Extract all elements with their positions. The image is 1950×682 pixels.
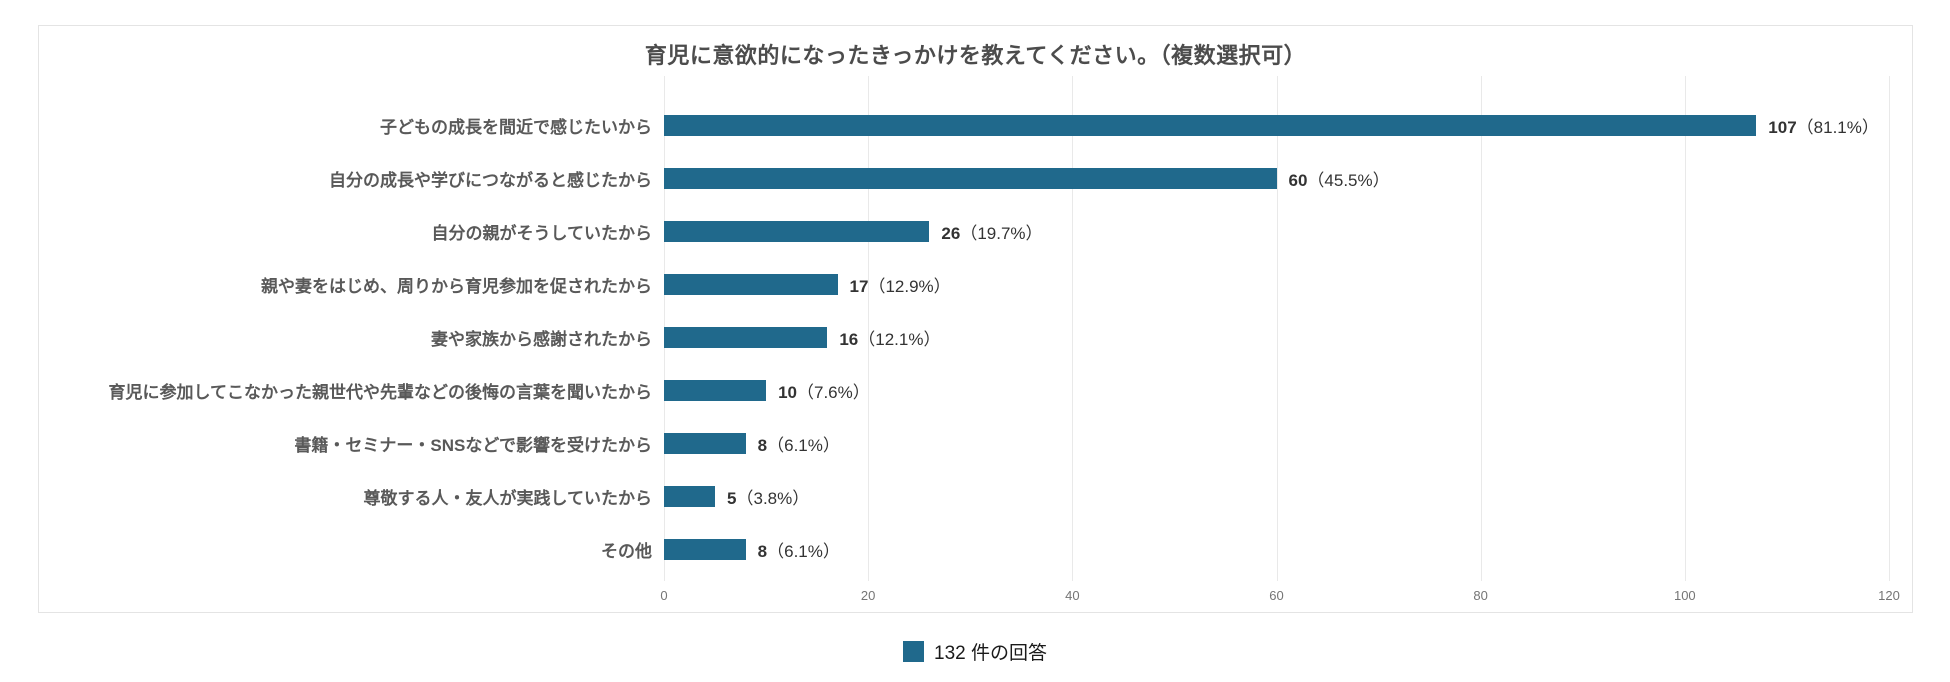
value-label: 8（6.1%） [757, 436, 840, 455]
bar-track: 60（45.5%） [664, 168, 1889, 190]
bar [664, 539, 746, 560]
plot-area: 子どもの成長を間近で感じたいから 107（81.1%） 自分の成長や学びにつながると… [39, 76, 1912, 616]
category-label: 子どもの成長を間近で感じたいから [380, 118, 652, 137]
category-label: 親や妻をはじめ、周りから育児参加を促されたから [261, 277, 652, 296]
bar-row: 子どもの成長を間近で感じたいから 107（81.1%） [39, 99, 1912, 152]
x-tick-label: 80 [1473, 588, 1488, 603]
legend-swatch-icon [903, 641, 924, 662]
bar-row: 書籍・セミナー・SNSなどで影響を受けたから 8（6.1%） [39, 417, 1912, 470]
value-label: 8（6.1%） [757, 542, 840, 561]
value-label: 107（81.1%） [1768, 118, 1879, 137]
bar-row: 自分の成長や学びにつながると感じたから 60（45.5%） [39, 152, 1912, 205]
bar-row: その他 8（6.1%） [39, 523, 1912, 576]
bar-track: 17（12.9%） [664, 274, 1889, 296]
gridline [1480, 76, 1482, 581]
chart-card: 育児に意欲的になったきっかけを教えてください。（複数選択可） 子どもの成長を間近… [38, 25, 1913, 613]
value-label: 60（45.5%） [1288, 171, 1390, 190]
bar-track: 107（81.1%） [664, 115, 1889, 137]
bar-track: 8（6.1%） [664, 539, 1889, 561]
category-label: 育児に参加してこなかった親世代や先輩などの後悔の言葉を聞いたから [108, 383, 653, 402]
bar [664, 221, 930, 242]
bar-row: 自分の親がそうしていたから 26（19.7%） [39, 205, 1912, 258]
legend-label: 132 件の回答 [934, 643, 1047, 664]
value-label: 16（12.1%） [839, 330, 941, 349]
gridline [1276, 76, 1278, 581]
bar [664, 274, 838, 295]
x-tick-label: 100 [1673, 588, 1696, 603]
gridline [1684, 76, 1686, 581]
value-label: 5（3.8%） [727, 489, 810, 508]
gridline [1889, 76, 1890, 581]
bar-row: 尊敬する人・友人が実践していたから 5（3.8%） [39, 470, 1912, 523]
bar-row: 妻や家族から感謝されたから 16（12.1%） [39, 311, 1912, 364]
bar [664, 486, 716, 507]
value-label: 26（19.7%） [941, 224, 1043, 243]
legend: 132 件の回答 [0, 638, 1950, 665]
bar-track: 5（3.8%） [664, 486, 1889, 508]
bar [664, 115, 1757, 136]
value-label: 10（7.6%） [778, 383, 870, 402]
category-label: 自分の親がそうしていたから [431, 224, 653, 243]
x-tick-label: 120 [1878, 588, 1900, 603]
category-label: 自分の成長や学びにつながると感じたから [329, 171, 652, 190]
x-tick-label: 60 [1269, 588, 1284, 603]
bar-row: 育児に参加してこなかった親世代や先輩などの後悔の言葉を聞いたから 10（7.6%） [39, 364, 1912, 417]
bar-track: 8（6.1%） [664, 433, 1889, 455]
bar-track: 10（7.6%） [664, 380, 1889, 402]
bar [664, 380, 767, 401]
x-tick-label: 0 [660, 588, 668, 603]
x-tick-label: 40 [1065, 588, 1080, 603]
x-axis: 0 20 40 60 80 100 120 [660, 588, 1899, 610]
bar-track: 26（19.7%） [664, 221, 1889, 243]
gridline [868, 76, 870, 581]
chart-title: 育児に意欲的になったきっかけを教えてください。（複数選択可） [644, 43, 1307, 68]
bar [664, 327, 828, 348]
bar-rows: 子どもの成長を間近で感じたいから 107（81.1%） 自分の成長や学びにつながると… [39, 99, 1912, 576]
category-label: 妻や家族から感謝されたから [431, 330, 652, 349]
bar [664, 433, 746, 454]
x-tick-label: 20 [860, 588, 876, 603]
category-label: 書籍・セミナー・SNSなどで影響を受けたから [294, 436, 652, 455]
bar [664, 168, 1277, 189]
value-label: 17（12.9%） [849, 277, 951, 296]
bar-track: 16（12.1%） [664, 327, 1889, 349]
gridline [1072, 76, 1074, 581]
category-label: その他 [601, 542, 652, 561]
category-label: 尊敬する人・友人が実践していたから [363, 489, 653, 508]
bar-row: 親や妻をはじめ、周りから育児参加を促されたから 17（12.9%） [39, 258, 1912, 311]
